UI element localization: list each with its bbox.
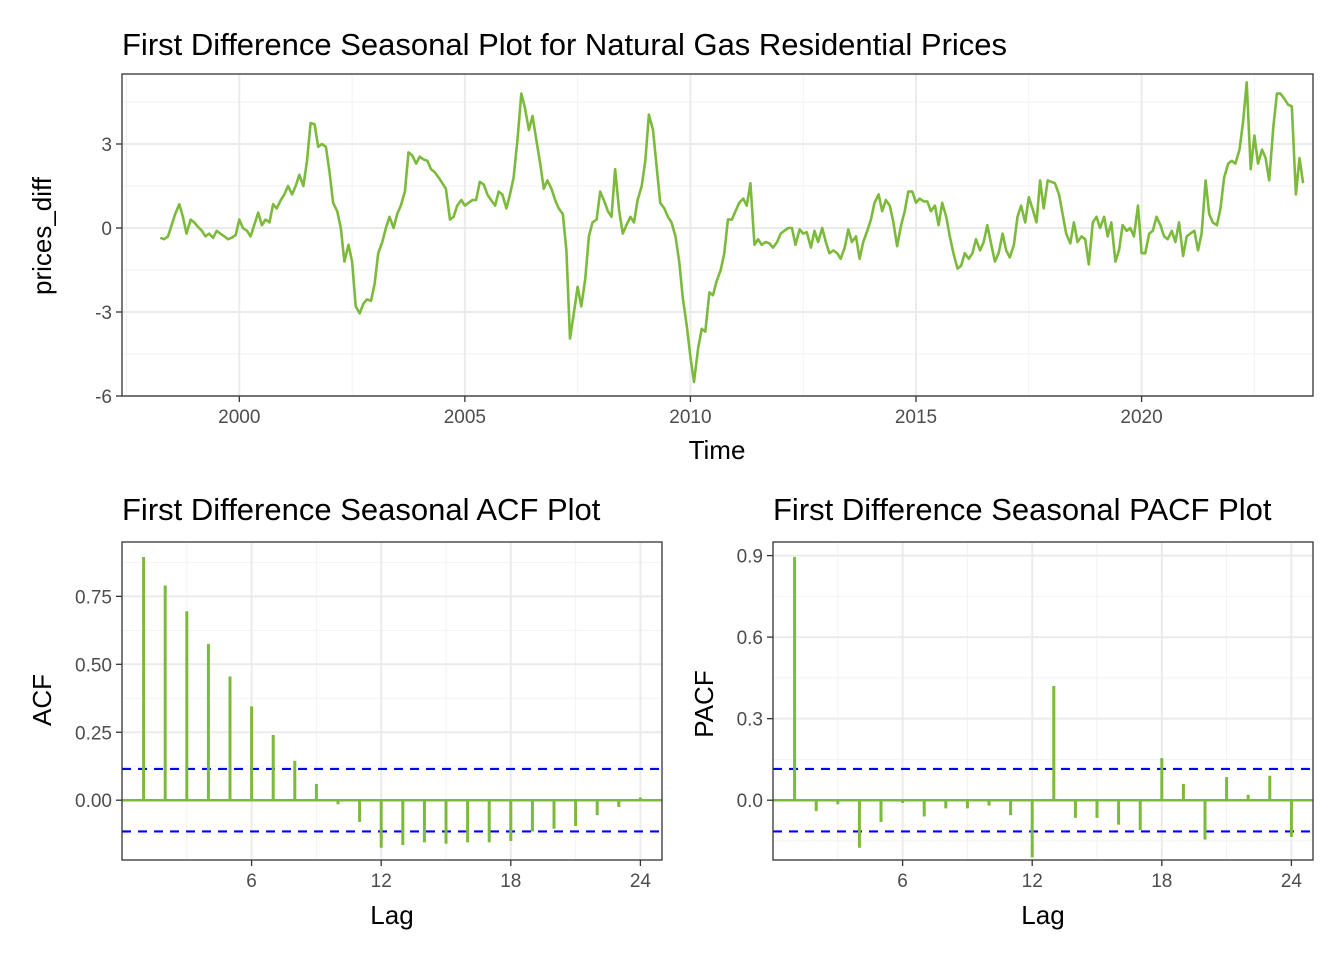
- acf-x-tick-label: 24: [630, 871, 652, 892]
- pacf-title: First Difference Seasonal PACF Plot: [773, 492, 1272, 527]
- ts-y-tick-label: 0: [101, 219, 112, 240]
- ts-y-tick-label: -6: [95, 387, 112, 408]
- acf-panel-border: [121, 541, 663, 861]
- time-series-xlabel: Time: [689, 435, 746, 465]
- acf-xlabel: Lag: [370, 900, 413, 930]
- acf-marks: [122, 556, 662, 848]
- time-series-ylabel: prices_diff: [27, 176, 57, 295]
- pacf-y-tick-label: 0.6: [737, 628, 763, 649]
- time-series-marks: [159, 81, 1305, 384]
- ts-x-tick-label: 2000: [218, 407, 260, 428]
- pacf-marks: [773, 556, 1313, 858]
- ts-x-tick-label: 2015: [895, 407, 937, 428]
- acf-y-tick-label: 0.50: [75, 655, 112, 676]
- series-line: [159, 81, 1305, 384]
- pacf-y-tick-label: 0.0: [737, 791, 763, 812]
- time-series-title: First Difference Seasonal Plot for Natur…: [122, 27, 1007, 62]
- pacf-panel: First Difference Seasonal PACF Plot 6 12 1…: [689, 492, 1314, 930]
- pacf-x-tick-label: 12: [1022, 871, 1043, 892]
- acf-x-tick-label: 12: [371, 871, 392, 892]
- acf-y-tick-label: 0.00: [75, 791, 112, 812]
- time-series-panel: First Difference Seasonal Plot for Natur…: [27, 27, 1314, 465]
- pacf-xlabel: Lag: [1021, 900, 1064, 930]
- pacf-y-tick-label: 0.9: [737, 547, 763, 568]
- acf-y-tick-label: 0.75: [75, 587, 112, 608]
- acf-grid: [122, 542, 662, 860]
- ts-y-tick-label: 3: [101, 135, 112, 156]
- pacf-ylabel: PACF: [689, 670, 719, 737]
- pacf-x-tick-label: 24: [1281, 871, 1303, 892]
- acf-ticks: 6 12 18 24 0.00 0.25 0.50 0.75: [75, 587, 651, 892]
- pacf-x-tick-label: 6: [897, 871, 908, 892]
- time-series-panel-border: [121, 73, 1314, 397]
- pacf-panel-border: [772, 541, 1314, 861]
- acf-x-tick-label: 6: [246, 871, 257, 892]
- acf-ylabel: ACF: [27, 674, 57, 726]
- acf-x-tick-label: 18: [500, 871, 521, 892]
- ts-y-tick-label: -3: [95, 303, 112, 324]
- pacf-ticks: 6 12 18 24 0.0 0.3 0.6 0.9: [737, 547, 1303, 892]
- pacf-y-tick-label: 0.3: [737, 710, 763, 731]
- acf-y-tick-label: 0.25: [75, 723, 112, 744]
- pacf-x-tick-label: 18: [1151, 871, 1172, 892]
- ts-x-tick-label: 2005: [444, 407, 486, 428]
- pacf-grid: [773, 542, 1313, 860]
- acf-title: First Difference Seasonal ACF Plot: [122, 492, 601, 527]
- ts-x-tick-label: 2020: [1120, 407, 1162, 428]
- ts-x-tick-label: 2010: [669, 407, 711, 428]
- acf-panel: First Difference Seasonal ACF Plot 6 12 18…: [27, 492, 663, 930]
- time-series-ticks: 2000 2005 2010 2015 2020 -6 -3 0 3: [95, 135, 1163, 428]
